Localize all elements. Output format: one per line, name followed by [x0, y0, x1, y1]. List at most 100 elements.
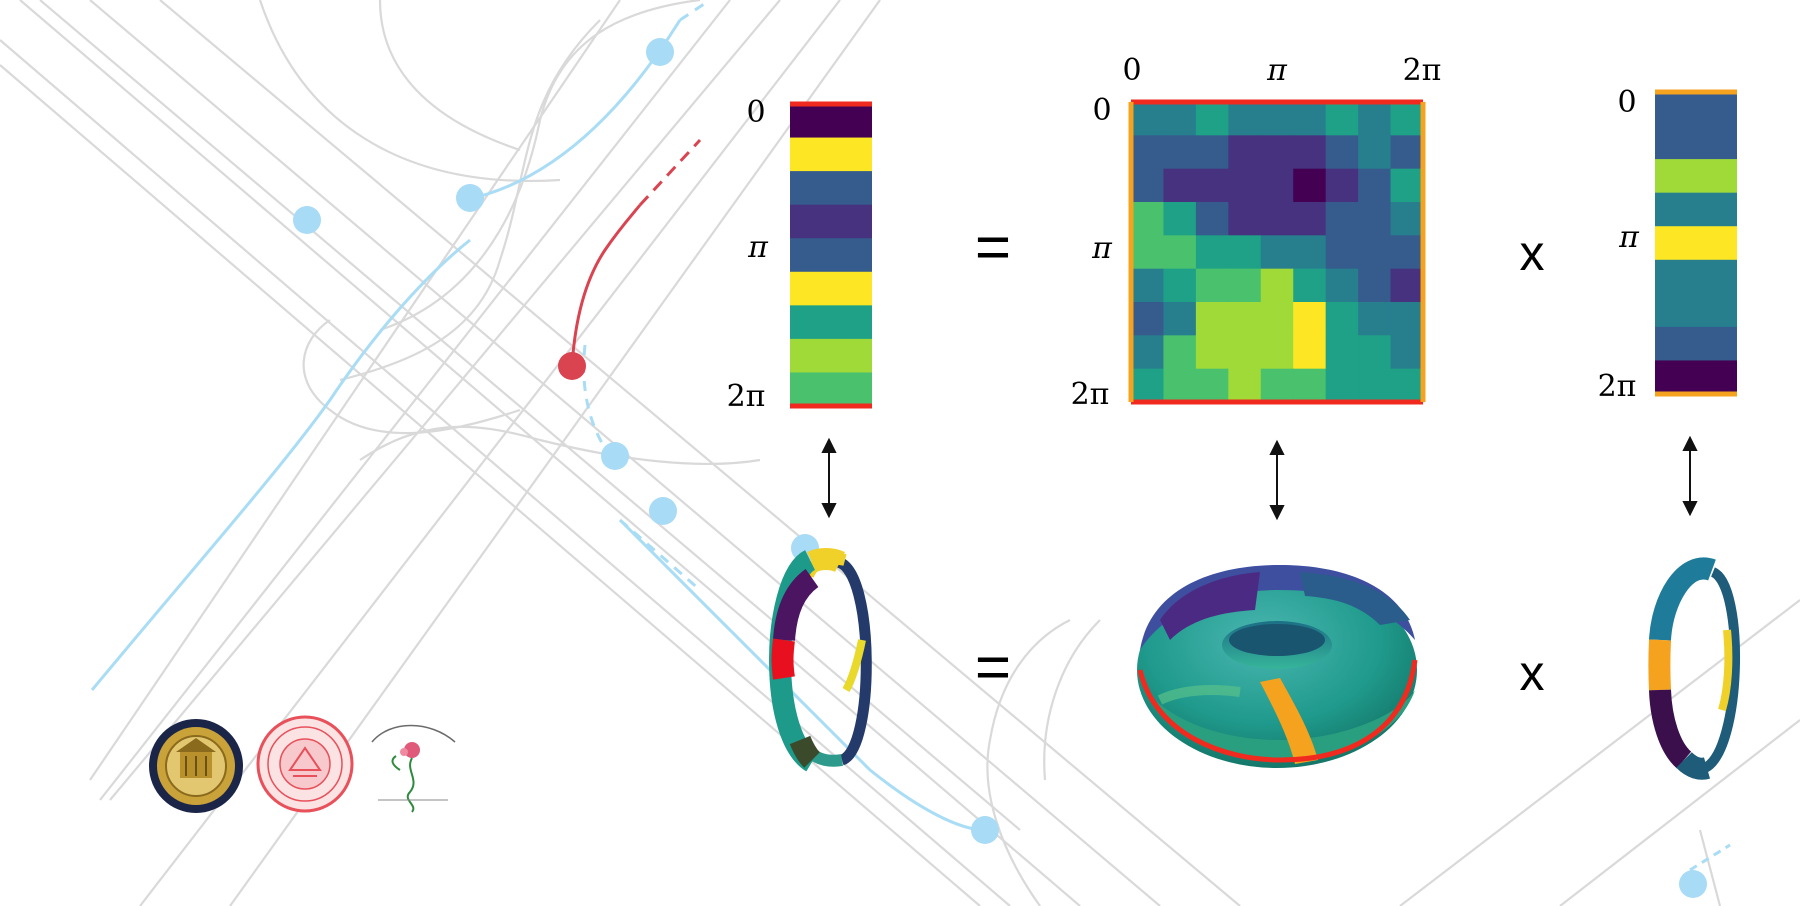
- matrix-cell: [1195, 168, 1229, 203]
- trajectory-line: [582, 344, 614, 459]
- matrix-cell: [1293, 302, 1327, 336]
- ego-trajectory: [570, 138, 702, 367]
- matrix-cell: [1228, 368, 1262, 403]
- matrix-cell: [1228, 135, 1262, 170]
- double-arrow-middle: [1269, 439, 1285, 521]
- right-vector-cell: [1655, 159, 1737, 194]
- equals-sign-top: =: [975, 213, 1011, 282]
- matrix-cell: [1325, 268, 1359, 303]
- matrix-row-label-two-pi: 2π: [1071, 377, 1110, 412]
- left-axis-label-zero: 0: [746, 95, 765, 130]
- matrix-cell: [1325, 202, 1359, 236]
- ego-path-dashed: [638, 138, 702, 207]
- trajectory-line: [1689, 843, 1731, 872]
- matrix-cell: [1358, 168, 1392, 203]
- equals-sign-bottom: =: [975, 633, 1011, 702]
- matrix-row-label-pi: π: [1091, 231, 1113, 266]
- matrix-cell: [1293, 168, 1327, 203]
- right-vector-cell: [1655, 360, 1737, 395]
- matrix-cell: [1228, 302, 1262, 336]
- agents: [293, 38, 1707, 898]
- left-vector-cell: [790, 372, 872, 407]
- matrix-cell: [1260, 368, 1294, 403]
- matrix-cell: [1260, 135, 1294, 170]
- road-lane: [99, 0, 731, 801]
- matrix-cell: [1325, 102, 1359, 136]
- matrix-cell: [1131, 102, 1164, 136]
- left-vector-cell: [790, 204, 872, 239]
- trajectory-line: [618, 518, 986, 832]
- matrix-cell: [1228, 335, 1262, 370]
- matrix-cell: [1131, 302, 1164, 336]
- road-lane: [39, 0, 1021, 831]
- road-lane: [109, 0, 781, 801]
- matrix-cell: [1163, 235, 1197, 270]
- matrix-cell: [1293, 102, 1327, 136]
- matrix-cell: [1325, 368, 1359, 403]
- matrix-cell: [1163, 202, 1197, 236]
- agent-dot: [971, 816, 999, 844]
- matrix-cell: [1358, 368, 1392, 403]
- left-vector-cell: [790, 137, 872, 172]
- matrix-cell: [1325, 135, 1359, 170]
- ego-path-solid: [570, 204, 642, 367]
- agent-dot: [1679, 870, 1707, 898]
- matrix-cell: [1358, 302, 1392, 336]
- matrix-cell: [1293, 335, 1327, 370]
- matrix-cell: [1195, 268, 1229, 303]
- left-vector-cell: [790, 171, 872, 206]
- trajectory-line: [679, 0, 711, 22]
- road-lane: [19, 0, 1081, 906]
- right-vector-cell: [1655, 92, 1737, 127]
- right-vector-cell: [1655, 192, 1737, 227]
- matrix-cell: [1131, 335, 1164, 370]
- ego-vehicle-dot: [558, 352, 586, 380]
- matrix-cell: [1260, 335, 1294, 370]
- matrix-cell: [1390, 268, 1424, 303]
- matrix-cell: [1195, 368, 1229, 403]
- matrix-cell: [1228, 168, 1262, 203]
- left-vector-cell: [790, 338, 872, 373]
- matrix-cell: [1131, 368, 1164, 403]
- double-arrow-right: [1682, 435, 1698, 517]
- matrix-cell: [1260, 202, 1294, 236]
- right-axis-label-two-pi: 2π: [1598, 369, 1637, 404]
- matrix-cell: [1325, 302, 1359, 336]
- trajectory-line: [90, 238, 471, 691]
- left-vector-cell: [790, 104, 872, 139]
- left-ring-circle: [768, 548, 872, 772]
- matrix-cell: [1163, 168, 1197, 203]
- matrix-row-label-zero: 0: [1092, 93, 1111, 128]
- matrix-cell: [1358, 202, 1392, 236]
- matrix-col-label-zero: 0: [1122, 53, 1141, 88]
- right-axis-label-pi: π: [1618, 220, 1640, 255]
- matrix-cell: [1325, 335, 1359, 370]
- matrix-cell: [1325, 235, 1359, 270]
- road-curve: [1043, 619, 1101, 781]
- matrix-cell: [1390, 335, 1424, 370]
- matrix-cell: [1228, 202, 1262, 236]
- road-lane: [139, 0, 841, 906]
- right-vector-cell: [1655, 226, 1737, 261]
- matrix-cell: [1358, 268, 1392, 303]
- matrix-cell: [1228, 102, 1262, 136]
- times-sign-bottom: x: [1520, 645, 1545, 701]
- left-vector-cell: [790, 238, 872, 273]
- matrix-cell: [1195, 302, 1229, 336]
- matrix-cell: [1163, 268, 1197, 303]
- road-curve: [359, 425, 761, 466]
- matrix-heatmap: [1128, 99, 1426, 405]
- matrix-cell: [1163, 335, 1197, 370]
- left-vector-cell: [790, 271, 872, 306]
- uc-seal-logo: [149, 719, 243, 813]
- road-lane: [1698, 829, 1722, 906]
- road-curve: [379, 0, 701, 332]
- spatiotemporal-lab-logo: [371, 724, 456, 813]
- matrix-col-label-two-pi: 2π: [1403, 53, 1442, 88]
- matrix-cell: [1195, 235, 1229, 270]
- matrix-cell: [1131, 168, 1164, 203]
- left-vector-heatmap: [790, 101, 872, 409]
- agent-dot: [601, 442, 629, 470]
- matrix-cell: [1195, 335, 1229, 370]
